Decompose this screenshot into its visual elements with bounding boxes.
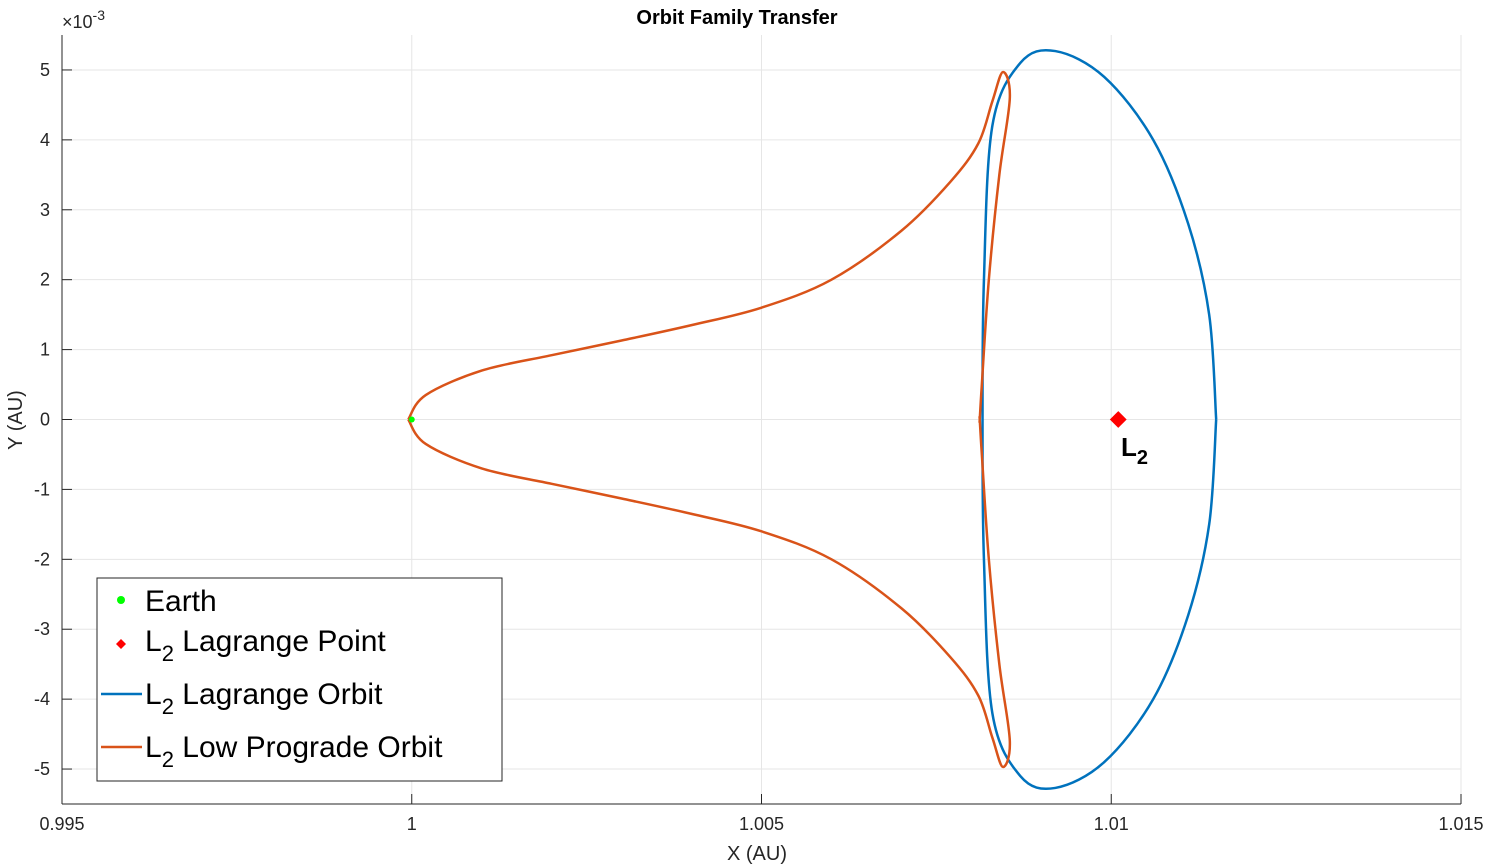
legend-label-main: Earth: [145, 585, 217, 618]
series-l2-lagrange-orbit: [981, 48, 1218, 791]
chart-title: Orbit Family Transfer: [636, 7, 837, 29]
y-tick-label: 3: [40, 200, 50, 220]
l2-annotation: L2: [1121, 432, 1148, 469]
y-exponent-label: ×10-3: [62, 7, 105, 32]
y-tick-label: 5: [40, 60, 50, 80]
point-l2-lagrange-point: [1109, 411, 1127, 428]
y-exponent-power: -3: [93, 7, 106, 23]
legend-label-rest: Lagrange Orbit: [174, 678, 383, 711]
points-layer: [408, 411, 1127, 428]
legend-label-sub: 2: [162, 641, 174, 666]
x-tick-label: 1.015: [1438, 814, 1483, 834]
y-tick-label: 1: [40, 340, 50, 360]
legend-label-rest: Lagrange Point: [174, 625, 386, 658]
axis-layer: 0.995 1 1.005 1.01 1.015 5 4 3 2 1 0 -1 -2 -3 -4 -5: [34, 35, 1484, 834]
x-tick-label: 0.995: [39, 814, 84, 834]
legend-label: Earth: [145, 585, 217, 618]
legend-label: L2 Lagrange Orbit: [145, 678, 383, 719]
legend-label-main: L: [145, 731, 162, 764]
y-tick-label: 4: [40, 130, 50, 150]
y-tick-label: -2: [34, 549, 50, 569]
l2-annotation-sub: 2: [1137, 447, 1148, 469]
y-axis-label: Y (AU): [5, 390, 27, 450]
x-tick-label: 1: [407, 814, 417, 834]
legend-label-sub: 2: [162, 694, 174, 719]
legend-marker-diamond: [116, 639, 126, 649]
y-tick-label: -3: [34, 619, 50, 639]
y-tick-label: -5: [34, 759, 50, 779]
x-tick-label: 1.01: [1094, 814, 1129, 834]
l2-annotation-main: L: [1121, 432, 1137, 462]
x-axis-label: X (AU): [727, 843, 787, 865]
point-earth: [408, 416, 415, 423]
y-tick-label: 2: [40, 270, 50, 290]
legend-label-main: L: [145, 678, 162, 711]
series-layer: [407, 48, 1218, 791]
y-tick-label: 0: [40, 410, 50, 430]
legend-label: L2 Lagrange Point: [145, 625, 386, 666]
legend-box: [96, 577, 503, 782]
legend-label-main: L: [145, 625, 162, 658]
series-l2-low-prograde-orbit: [407, 70, 1012, 769]
legend-label: L2 Low Prograde Orbit: [145, 731, 443, 772]
legend-marker-dot: [117, 596, 125, 604]
x-tick-label: 1.005: [739, 814, 784, 834]
y-tick-label: -4: [34, 689, 50, 709]
grid-layer: [61, 35, 1462, 804]
legend-label-sub: 2: [162, 747, 174, 772]
legend-label-rest: Low Prograde Orbit: [174, 731, 443, 764]
y-tick-label: -1: [34, 479, 50, 499]
y-exponent-base: ×10: [62, 12, 93, 32]
